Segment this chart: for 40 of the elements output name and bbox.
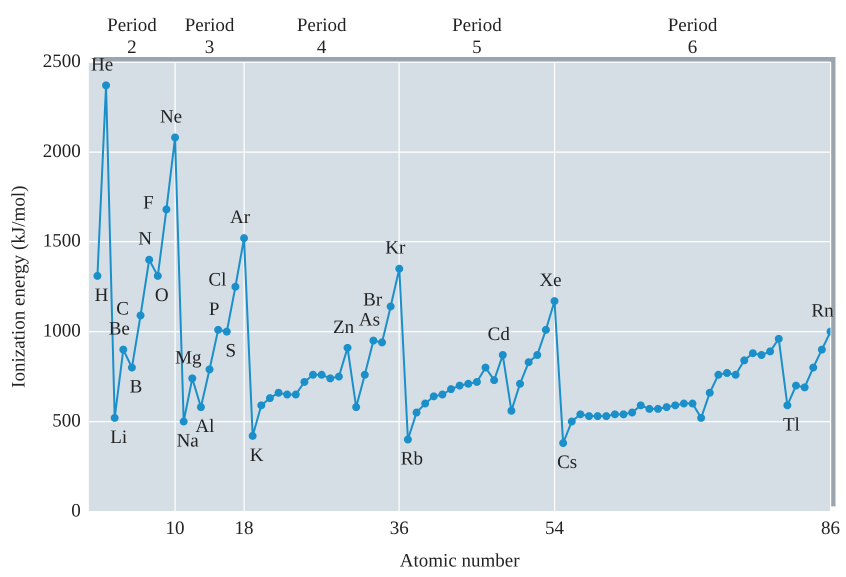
x-tick-label: 18 — [234, 518, 254, 539]
x-tick-label: 54 — [545, 518, 565, 539]
annotation: Li — [110, 426, 128, 448]
annotation: Cs — [557, 452, 578, 474]
y-tick-label: 1000 — [42, 320, 81, 342]
annotation: Ne — [160, 106, 182, 128]
annotation: B — [130, 376, 142, 398]
annotation: Tl — [782, 414, 800, 436]
y-tick-label: 500 — [52, 410, 81, 432]
text: Period 3 — [184, 14, 235, 58]
x-axis-title: Atomic number — [400, 550, 520, 572]
annotation: As — [358, 310, 380, 331]
text: Period 6 — [668, 14, 718, 58]
annotation: Br — [363, 289, 383, 310]
annotation: S — [226, 340, 236, 362]
annotation: H — [94, 284, 109, 306]
annotation: Kr — [385, 238, 406, 259]
text: Period 4 — [296, 14, 347, 58]
annotation: Cl — [208, 270, 226, 291]
y-tick-label: 1500 — [42, 230, 81, 252]
text: Period 5 — [452, 14, 502, 58]
x-tick-label: 86 — [821, 518, 840, 539]
annotation: Rb — [400, 448, 423, 470]
x-tick-label: 36 — [390, 518, 409, 539]
y-tick-label: 2000 — [42, 140, 81, 162]
annotation: Zn — [332, 316, 355, 338]
annotation: O — [154, 284, 169, 306]
annotation: Rn — [811, 300, 834, 322]
x-tick-label: 10 — [166, 518, 185, 539]
y-axis-title: Ionization energy (kJ/mol) — [8, 186, 30, 388]
annotation: P — [208, 298, 220, 320]
annotation: Xe — [539, 270, 562, 292]
annotation: Ar — [230, 207, 251, 228]
y-tick-label: 2500 — [42, 50, 81, 72]
annotation: F — [143, 192, 154, 214]
annotation: K — [250, 444, 264, 466]
y-tick-label: 0 — [71, 500, 81, 522]
annotation: N — [138, 228, 152, 250]
annotation: C — [116, 298, 129, 320]
annotation: Cd — [488, 324, 510, 345]
